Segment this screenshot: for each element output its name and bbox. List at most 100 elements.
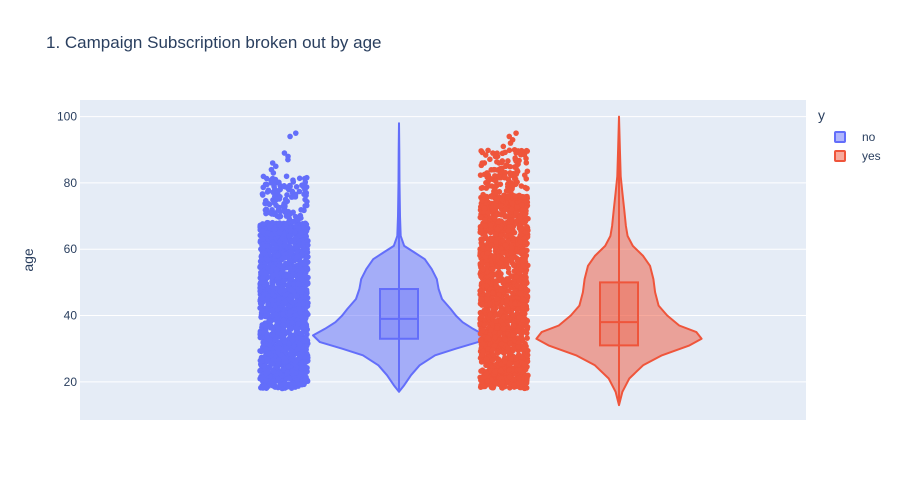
data-point [304,279,311,286]
data-point [484,378,491,384]
data-point [288,355,295,362]
data-point [300,319,306,325]
data-point [296,306,302,312]
data-point [479,301,486,308]
data-point [509,255,515,261]
data-point [286,340,292,347]
data-point [497,367,504,374]
data-point [270,378,277,385]
data-point [277,288,283,295]
data-point [287,265,294,272]
data-point [257,263,263,270]
data-point [493,280,499,287]
data-point [302,338,309,344]
outlier-point [292,130,299,136]
points-yes [477,130,531,392]
outlier-point [274,213,280,219]
data-point [487,156,493,163]
data-point [506,367,513,374]
data-point [259,307,266,314]
data-point [302,365,309,371]
outlier-point [273,163,279,170]
data-point [489,357,496,364]
data-point [510,322,517,329]
data-point [302,370,309,377]
data-point [506,374,513,380]
data-point [509,206,515,213]
data-point [510,382,517,388]
data-point [301,207,307,214]
data-point [493,239,499,246]
data-point [287,309,294,315]
data-point [515,344,521,350]
outlier-point [513,150,519,156]
data-point [506,147,513,154]
data-point [520,297,527,304]
data-point [521,361,528,367]
outlier-point [295,216,302,223]
data-point [490,352,497,358]
data-point [275,325,282,332]
data-point [302,376,308,383]
data-point [478,368,484,374]
data-point [520,317,526,323]
data-point [500,325,507,332]
data-point [270,284,276,290]
data-point [272,336,279,343]
data-point [295,320,301,327]
data-point [291,293,298,299]
data-point [490,306,497,313]
data-point [300,301,306,307]
data-point [285,364,292,370]
data-point [489,346,496,353]
outlier-point [507,186,513,193]
data-point [503,297,510,304]
legend-item-yes[interactable]: yes [834,146,881,165]
legend-item-no[interactable]: no [834,127,881,146]
data-point [287,244,294,251]
data-point [261,363,268,370]
data-point [295,280,301,287]
data-point [480,191,486,198]
data-point [264,333,270,339]
legend-swatch-no [834,130,846,143]
data-point [479,327,486,334]
trace-yes [477,115,703,407]
data-point [267,268,274,274]
data-point [296,330,303,336]
data-point [303,287,310,293]
data-point [524,352,531,359]
y-axis-label: age [20,248,36,272]
data-point [490,290,496,296]
trace-no [257,122,486,393]
data-point [499,379,506,385]
data-point [478,273,484,280]
data-point [288,325,295,332]
outlier-point [500,143,507,150]
data-point [268,232,275,238]
data-point [485,209,491,216]
data-point [514,258,521,265]
data-point [282,243,288,249]
data-point [479,197,486,204]
data-point [518,225,525,232]
data-point [482,222,489,229]
data-point [520,328,527,335]
data-point [491,369,498,375]
legend: y no yes [818,107,881,165]
data-point [288,385,295,391]
data-point [495,357,502,363]
data-point [280,322,286,328]
data-point [522,276,529,283]
data-point [257,285,264,291]
data-point [485,178,492,184]
data-point [287,211,294,217]
data-point [303,202,310,209]
data-point [304,265,311,271]
data-point [510,346,517,352]
data-point [283,345,290,352]
data-point [296,341,303,348]
data-point [500,250,506,256]
plot-background [80,100,806,420]
outlier-point [507,140,514,146]
